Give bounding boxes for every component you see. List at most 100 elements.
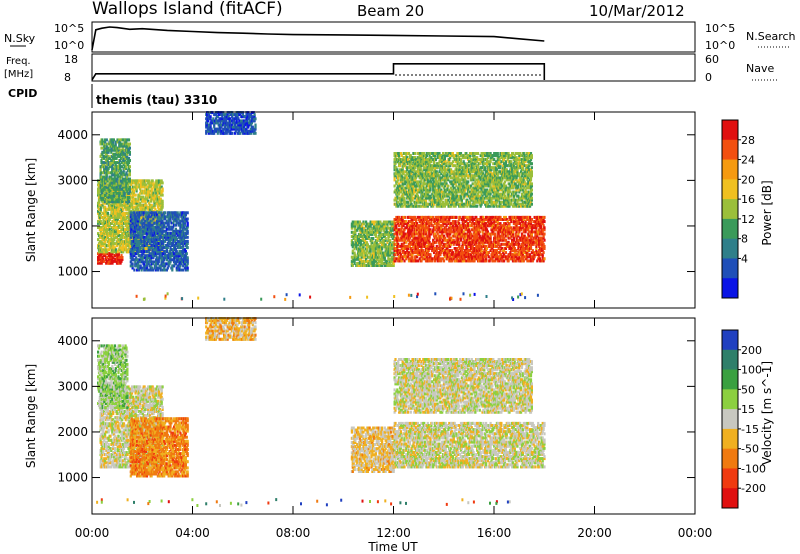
heatmap-cell	[99, 250, 102, 254]
heatmap-cell	[360, 224, 363, 228]
heatmap-cell	[159, 242, 162, 245]
heatmap-cell	[124, 156, 127, 160]
heatmap-cell	[160, 185, 163, 189]
heatmap-cell	[374, 247, 377, 251]
heatmap-cell	[99, 254, 102, 258]
heatmap-cell	[371, 232, 374, 236]
heatmap-cell	[358, 228, 361, 232]
heatmap-cell	[106, 228, 109, 231]
heatmap-cell	[126, 230, 129, 233]
heatmap-cell	[105, 261, 108, 265]
heatmap-cell	[125, 240, 128, 244]
heatmap-cell	[351, 220, 354, 224]
heatmap-cell	[161, 189, 164, 193]
heatmap-cell	[252, 131, 255, 135]
heatmap-cell	[183, 219, 187, 223]
heatmap-cell	[125, 165, 128, 169]
heatmap-cell	[128, 179, 131, 183]
heatmap-cell	[157, 244, 161, 248]
heatmap-cell	[127, 244, 130, 248]
heatmap-cell	[147, 187, 150, 191]
heatmap-cell	[127, 232, 130, 236]
heatmap-cell	[186, 242, 189, 245]
heatmap-cell	[373, 264, 376, 267]
heatmap-cell	[355, 255, 358, 259]
heatmap-cell	[114, 248, 118, 252]
heatmap-cell	[100, 244, 103, 248]
heatmap-cell	[184, 211, 187, 215]
heatmap-cell	[175, 260, 178, 264]
heatmap-cell	[139, 231, 142, 235]
heatmap-cell	[116, 250, 119, 254]
heatmap-cell	[164, 217, 167, 221]
heatmap-cell	[127, 148, 131, 152]
heatmap-cell	[186, 256, 189, 260]
heatmap-cell	[125, 146, 128, 150]
heatmap-cell	[162, 235, 165, 239]
heatmap-cell	[102, 217, 105, 221]
heatmap-cell	[145, 223, 149, 227]
heatmap-cell	[351, 249, 354, 253]
heatmap-cell	[220, 111, 223, 115]
heatmap-cell	[183, 262, 187, 266]
heatmap-cell	[123, 201, 127, 205]
heatmap-cell	[124, 196, 127, 199]
heatmap-cell	[104, 228, 107, 231]
heatmap-cell	[185, 219, 188, 223]
heatmap-cell	[216, 129, 219, 133]
heatmap-cell	[101, 203, 104, 207]
heatmap-cell	[97, 246, 100, 250]
heatmap-cell	[111, 257, 114, 261]
heatmap-cell	[355, 241, 358, 245]
heatmap-cell	[177, 215, 180, 219]
heatmap-cell	[122, 161, 125, 165]
heatmap-cell	[107, 226, 110, 229]
heatmap-cell	[129, 248, 132, 252]
cpid-value: themis (tau) 3310	[96, 93, 217, 107]
heatmap-cell	[109, 161, 112, 165]
heatmap-cell	[167, 260, 170, 264]
heatmap-cell	[97, 252, 101, 256]
heatmap-cell	[365, 245, 369, 249]
heatmap-cell	[253, 113, 256, 117]
heatmap-cell	[107, 163, 110, 167]
heatmap-cell	[114, 142, 117, 146]
heatmap-cell	[99, 185, 102, 189]
heatmap-cell	[113, 250, 116, 254]
heatmap-cell	[131, 264, 134, 268]
heatmap-cell	[242, 125, 245, 129]
heatmap-cell	[226, 113, 229, 117]
heatmap-cell	[114, 144, 117, 148]
heatmap-cell	[378, 264, 381, 267]
heatmap-cell	[173, 239, 177, 243]
heatmap-cell	[363, 261, 366, 265]
heatmap-cell	[165, 221, 168, 225]
heatmap-cell	[101, 238, 104, 242]
heatmap-cell	[102, 194, 105, 197]
heatmap-cell	[129, 225, 132, 229]
heatmap-cell	[119, 148, 123, 152]
heatmap-cell	[99, 236, 102, 240]
heatmap-cell	[357, 235, 361, 238]
heatmap-cell	[131, 266, 134, 270]
heatmap-cell	[164, 225, 168, 229]
heatmap-cell	[116, 146, 119, 150]
heatmap-cell	[113, 248, 116, 252]
heatmap-cell	[141, 223, 144, 227]
heatmap-cell	[254, 125, 257, 129]
heatmap-cell	[140, 195, 143, 199]
heatmap-cell	[154, 246, 157, 250]
heatmap-cell	[156, 199, 159, 203]
heatmap-cell	[157, 205, 160, 209]
heatmap-cell	[161, 181, 164, 185]
heatmap-cell	[376, 257, 379, 261]
heatmap-cell	[152, 262, 155, 266]
heatmap-cell	[130, 227, 133, 231]
heatmap-cell	[363, 232, 366, 236]
heatmap-cell	[379, 220, 382, 224]
heatmap-cell	[163, 223, 166, 227]
heatmap-cell	[174, 227, 177, 231]
heatmap-cell	[239, 127, 242, 131]
heatmap-cell	[373, 230, 376, 234]
heatmap-cell	[171, 211, 174, 215]
